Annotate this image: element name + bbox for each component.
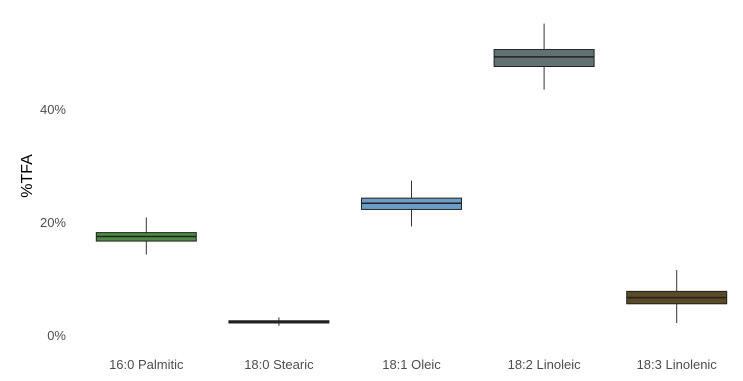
plot-area [95,23,728,326]
y-tick-label: 0% [47,328,66,343]
y-axis-title: %TFA [19,154,36,198]
box-5 [626,269,728,324]
x-tick-label: 18:1 Oleic [382,357,441,372]
y-tick-label: 40% [40,102,66,117]
x-tick-label: 16:0 Palmitic [109,357,184,372]
box-1 [95,217,197,255]
x-axis: 16:0 Palmitic 18:0 Stearic 18:1 Oleic 18:2 … [109,357,717,372]
box-iqr [493,49,595,67]
box-3 [361,180,462,227]
x-tick-label: 18:0 Stearic [244,357,314,372]
box-4 [493,23,595,90]
y-axis: 0% 20% 40% [40,102,66,343]
box-2 [228,317,330,326]
y-tick-label: 20% [40,215,66,230]
x-tick-label: 18:3 Linolenic [637,357,718,372]
x-tick-label: 18:2 Linoleic [508,357,581,372]
